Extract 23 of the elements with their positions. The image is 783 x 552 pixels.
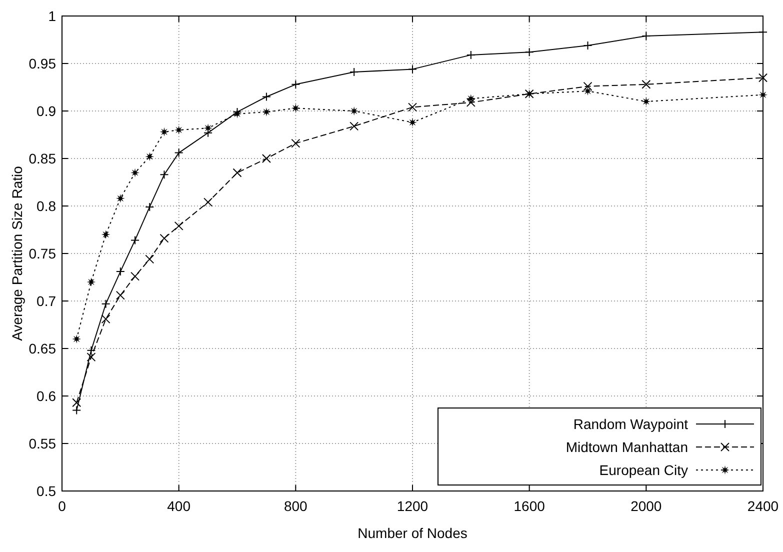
y-tick-label: 0.5: [36, 483, 56, 499]
x-tick-label: 400: [167, 498, 191, 514]
y-axis-title: Average Partition Size Ratio: [9, 166, 25, 341]
y-tick-label: 1: [48, 8, 56, 24]
x-tick-label: 2400: [747, 498, 779, 514]
y-tick-label: 0.95: [28, 56, 56, 72]
y-tick-label: 0.55: [28, 436, 56, 452]
x-tick-label: 1200: [396, 498, 428, 514]
legend-label: Midtown Manhattan: [566, 439, 688, 455]
x-tick-label: 0: [58, 498, 66, 514]
x-tick-label: 800: [284, 498, 308, 514]
legend-label: European City: [599, 462, 688, 478]
x-tick-label: 2000: [630, 498, 662, 514]
x-axis-title: Number of Nodes: [358, 525, 468, 541]
legend-label: Random Waypoint: [573, 416, 688, 432]
y-tick-label: 0.9: [36, 103, 56, 119]
y-tick-label: 0.7: [36, 293, 56, 309]
x-tick-label: 1600: [514, 498, 546, 514]
y-tick-label: 0.85: [28, 150, 56, 166]
y-tick-label: 0.8: [36, 198, 56, 214]
y-tick-label: 0.65: [28, 340, 56, 356]
y-tick-label: 0.6: [36, 388, 56, 404]
y-tick-label: 0.75: [28, 246, 56, 262]
